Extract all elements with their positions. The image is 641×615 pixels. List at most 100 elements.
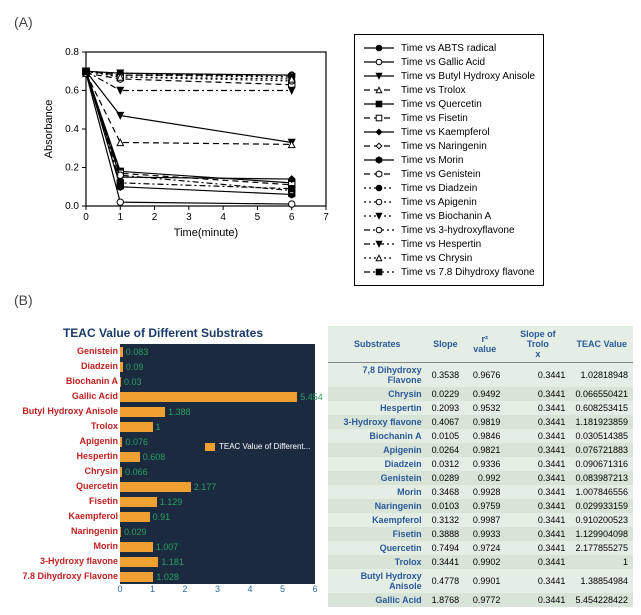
table-cell: 0.4778 (427, 569, 465, 593)
table-cell: 0.3441 (505, 471, 570, 485)
table-cell: 1.129904098 (570, 527, 633, 541)
legend-label: Time vs Naringenin (401, 141, 487, 152)
table-cell: 0.9724 (464, 541, 505, 555)
bar-value-label: 1 (156, 422, 161, 432)
legend-item: Time vs Gallic Acid (363, 55, 535, 69)
legend-item: Time vs Chrysin (363, 251, 535, 265)
line-chart: 012345670.00.20.40.60.8Time(minute)Absor… (38, 34, 338, 247)
table-cell: 0.3888 (427, 527, 465, 541)
table-cell: 0.9492 (464, 387, 505, 401)
table-cell: Quercetin (328, 541, 427, 555)
svg-text:0.4: 0.4 (65, 124, 79, 135)
svg-text:6: 6 (289, 212, 295, 223)
legend-item: Time vs 7.8 Dihydroxy flavone (363, 265, 535, 279)
bar-value-label: 0.09 (126, 362, 144, 372)
legend-item: Time vs Hespertin (363, 237, 535, 251)
legend-label: Time vs 7.8 Dihydroxy flavone (401, 267, 535, 278)
legend-label: Time vs Fisetin (401, 113, 468, 124)
table-cell: 0.076721883 (570, 443, 633, 457)
table-cell: Apigenin (328, 443, 427, 457)
bar-category-label: Naringenin (8, 524, 118, 539)
table-cell: 0.9987 (464, 513, 505, 527)
table-cell: Hespertin (328, 401, 427, 415)
table-cell: 0.3132 (427, 513, 465, 527)
bar-row: 0.066 (120, 467, 148, 477)
table-cell: Morin (328, 485, 427, 499)
table-cell: 0.608253415 (570, 401, 633, 415)
bar-category-label: Kaempferol (8, 509, 118, 524)
svg-text:0.6: 0.6 (65, 86, 79, 97)
bar-row: 0.076 (120, 437, 148, 447)
legend-label: Time vs Apigenin (401, 197, 477, 208)
table-cell: 0.3441 (427, 555, 465, 569)
table-row: Chrysin0.02290.94920.34410.066550421 (328, 387, 633, 401)
legend-label: Time vs Biochanin A (401, 211, 491, 222)
table-cell: 0.066550421 (570, 387, 633, 401)
table-cell: 0.090671316 (570, 457, 633, 471)
table-header: Slope of Trolox (505, 326, 570, 363)
svg-text:4: 4 (220, 212, 226, 223)
table-cell: 0.0103 (427, 499, 465, 513)
bar-category-label: Trolox (8, 419, 118, 434)
svg-text:5: 5 (255, 212, 261, 223)
panel-b: TEAC Value of Different Substrates Genis… (8, 326, 641, 607)
legend-item: Time vs ABTS radical (363, 41, 535, 55)
svg-text:0.8: 0.8 (65, 47, 79, 58)
table-cell: 0.3441 (505, 513, 570, 527)
table-header: Slope (427, 326, 465, 363)
legend-item: Time vs Morin (363, 153, 535, 167)
table-cell: Gallic Acid (328, 593, 427, 607)
table-cell: Kaempferol (328, 513, 427, 527)
legend-item: Time vs Genistein (363, 167, 535, 181)
bar-value-label: 1.028 (156, 572, 179, 582)
bar-row: 0.029 (120, 527, 146, 537)
bar-category-label: 3-Hydroxy flavone (8, 554, 118, 569)
table-cell: Fisetin (328, 527, 427, 541)
bar-value-label: 0.083 (126, 347, 149, 357)
table-cell: Diadzein (328, 457, 427, 471)
legend-item: Time vs Biochanin A (363, 209, 535, 223)
table-cell: 0.9933 (464, 527, 505, 541)
bar-row: 1.007 (120, 542, 178, 552)
table-cell: 0.9819 (464, 415, 505, 429)
bar-value-label: 1.129 (160, 497, 183, 507)
svg-text:Absorbance: Absorbance (43, 100, 55, 159)
table-cell: 0.029933159 (570, 499, 633, 513)
table-row: Hespertin0.20930.95320.34410.608253415 (328, 401, 633, 415)
legend-item: Time vs Trolox (363, 83, 535, 97)
figure-root: { "panelA": { "label": "(A)" }, "panelB"… (8, 14, 641, 607)
table-cell: 0.9928 (464, 485, 505, 499)
bar-row: 0.91 (120, 512, 170, 522)
bar-category-label: Chrysin (8, 464, 118, 479)
table-cell: 0.3441 (505, 569, 570, 593)
svg-text:2: 2 (152, 212, 158, 223)
legend-item: Time vs Apigenin (363, 195, 535, 209)
bar-inline-legend: TEAC Value of Different... (205, 442, 310, 451)
bar-category-label: Fisetin (8, 494, 118, 509)
table-cell: 0.0105 (427, 429, 465, 443)
table-cell: 0.992 (464, 471, 505, 485)
legend-item: Time vs Fisetin (363, 111, 535, 125)
legend-label: Time vs Gallic Acid (401, 57, 485, 68)
table-cell: Chrysin (328, 387, 427, 401)
table-cell: 0.0289 (427, 471, 465, 485)
bar-category-label: Biochanin A (8, 374, 118, 389)
svg-text:Time(minute): Time(minute) (174, 227, 238, 239)
table-cell: 0.3441 (505, 429, 570, 443)
bar-category-label: Genistein (8, 344, 118, 359)
table-cell: 3-Hydroxy flavone (328, 415, 427, 429)
table-cell: 0.3468 (427, 485, 465, 499)
table-cell: 0.3441 (505, 387, 570, 401)
table-cell: 0.3441 (505, 499, 570, 513)
table-cell: 0.3538 (427, 363, 465, 388)
table-cell: 0.3441 (505, 593, 570, 607)
table-cell: 7,8 Dihydroxy Flavone (328, 363, 427, 388)
legend-item: Time vs Butyl Hydroxy Anisole (363, 69, 535, 83)
bar-value-label: 1.181 (161, 557, 184, 567)
svg-text:3: 3 (186, 212, 192, 223)
table-cell: 0.0229 (427, 387, 465, 401)
table-cell: 0.9336 (464, 457, 505, 471)
bar-value-label: 0.03 (124, 377, 142, 387)
legend-label: Time vs Trolox (401, 85, 466, 96)
bar-chart: TEAC Value of Different Substrates Genis… (8, 326, 318, 584)
